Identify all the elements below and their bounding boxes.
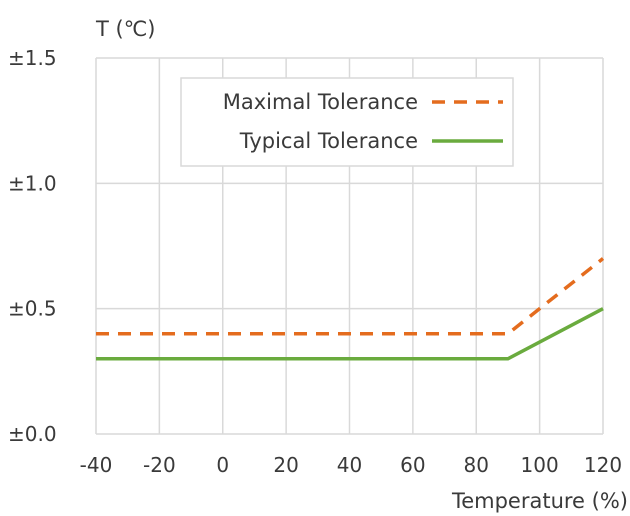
- x-tick-label: 20: [273, 453, 298, 477]
- series-lines: [96, 257, 605, 361]
- y-tick-label: ±0.0: [8, 422, 57, 446]
- legend-label: Typical Tolerance: [239, 129, 418, 153]
- x-tick-label: 100: [521, 453, 559, 477]
- x-tick-label: 0: [216, 453, 229, 477]
- y-tick-label: ±1.5: [8, 46, 57, 70]
- x-tick-labels: -40 -20 0 20 40 60 80 100 120: [80, 453, 622, 477]
- series-line-typical: [96, 307, 604, 361]
- y-tick-label: ±0.5: [8, 297, 57, 321]
- x-axis-label: Temperature (%): [451, 489, 628, 513]
- x-tick-label: 60: [400, 453, 425, 477]
- y-tick-label: ±1.0: [8, 171, 57, 195]
- legend-box: [180, 77, 514, 167]
- legend: Maximal Tolerance Typical Tolerance: [180, 77, 514, 167]
- x-tick-label: -20: [143, 453, 176, 477]
- y-tick-labels: ±0.0 ±0.5 ±1.0 ±1.5: [8, 46, 57, 446]
- x-tick-label: 80: [464, 453, 489, 477]
- series-line-maximal: [96, 257, 605, 336]
- x-tick-label: 120: [584, 453, 622, 477]
- x-tick-label: -40: [80, 453, 113, 477]
- y-axis-label: T (℃): [95, 17, 155, 41]
- x-tick-label: 40: [337, 453, 362, 477]
- legend-label: Maximal Tolerance: [223, 90, 418, 114]
